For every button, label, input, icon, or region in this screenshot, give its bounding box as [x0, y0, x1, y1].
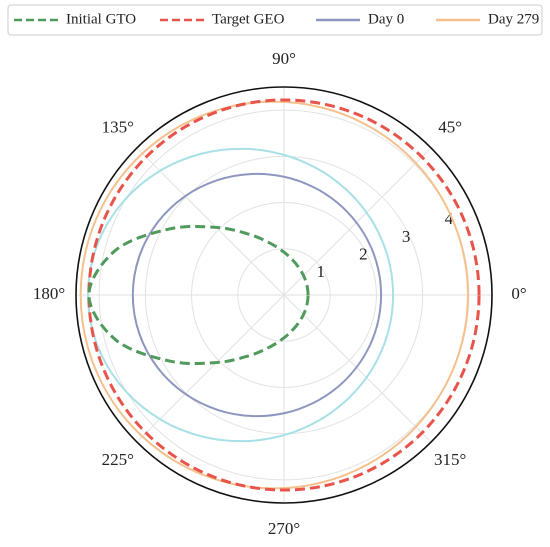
theta-tick-label: 225° — [102, 450, 134, 469]
theta-tick-label: 315° — [434, 450, 466, 469]
orbit-line — [131, 172, 383, 418]
theta-tick-label: 0° — [511, 284, 526, 303]
legend-label: Target GEO — [212, 11, 285, 27]
grid-spoke — [283, 147, 432, 296]
grid: 0° 45° 90° 135° 180° 225° 270° 315° 1 2 3 4 — [33, 49, 527, 538]
plot-area — [79, 98, 481, 492]
grid-spoke — [136, 294, 285, 443]
grid-spoke — [283, 294, 432, 443]
theta-tick-label: 135° — [102, 118, 134, 137]
legend-label: Initial GTO — [66, 11, 136, 27]
legend-label: Day 279 — [488, 11, 539, 27]
orbit-line — [87, 98, 481, 492]
theta-tick-label: 45° — [438, 118, 462, 137]
theta-tick-label: 180° — [33, 284, 65, 303]
theta-tick-label: 90° — [272, 49, 296, 68]
r-tick-label: 4 — [445, 209, 454, 228]
r-tick-label: 1 — [316, 262, 325, 281]
legend-label: Day 0 — [368, 11, 404, 27]
orbit-line — [87, 147, 395, 443]
outer-frame — [75, 86, 493, 504]
legend: Initial GTO Target GEO Day 0 Day 279 — [7, 4, 543, 36]
r-tick-label: 2 — [359, 245, 368, 264]
theta-tick-label: 270° — [268, 519, 300, 538]
grid-spoke — [136, 147, 285, 296]
legend-box — [7, 4, 543, 36]
r-tick-label: 3 — [402, 227, 411, 246]
orbit-line — [79, 100, 469, 490]
